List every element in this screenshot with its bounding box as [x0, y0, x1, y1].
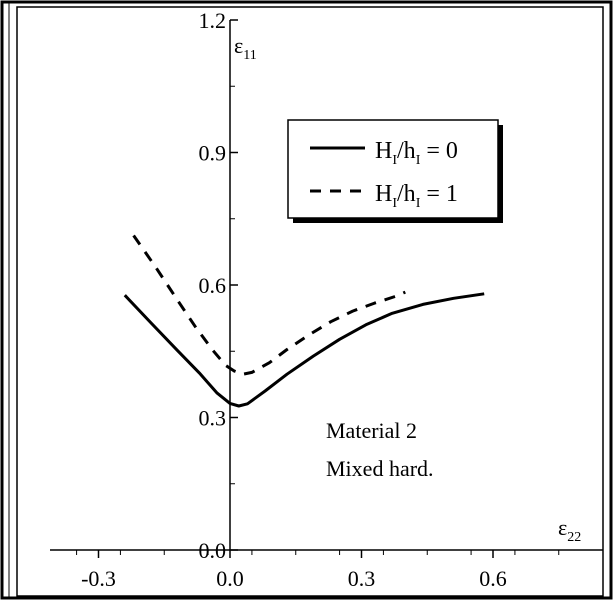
y-tick-label: 0.9 [199, 141, 227, 166]
series-layer [123, 234, 485, 408]
series-line-2 [132, 234, 406, 376]
x-tick-label: 0.0 [216, 566, 244, 591]
x-tick-label: 0.3 [348, 566, 376, 591]
plot-frame [16, 6, 604, 597]
x-tick-label: -0.3 [81, 566, 116, 591]
legend-label-solid: HI/hI = 0 [375, 138, 458, 168]
legend: HI/hI = 0 HI/hI = 1 [287, 119, 503, 223]
y-tick-label: 0.0 [199, 538, 227, 563]
annotation-material: Material 2 [326, 418, 417, 443]
y-tick-label: 0.3 [199, 406, 227, 431]
x-axis-title: ε22 [558, 515, 581, 545]
y-tick-label: 1.2 [199, 8, 227, 33]
y-axis-title: ε11 [234, 33, 257, 63]
x-tick-label: 0.6 [479, 566, 507, 591]
legend-label-dashed: HI/hI = 1 [375, 181, 458, 211]
axis-tick-labels: -0.3 0.0 0.3 0.6 0.0 0.3 0.6 0.9 1.2 [81, 8, 507, 591]
y-tick-label: 0.6 [199, 273, 227, 298]
annotation-hardening: Mixed hard. [326, 456, 434, 481]
axis-ticks [76, 19, 560, 558]
series-line-1 [123, 292, 485, 408]
legend-box [287, 119, 499, 219]
